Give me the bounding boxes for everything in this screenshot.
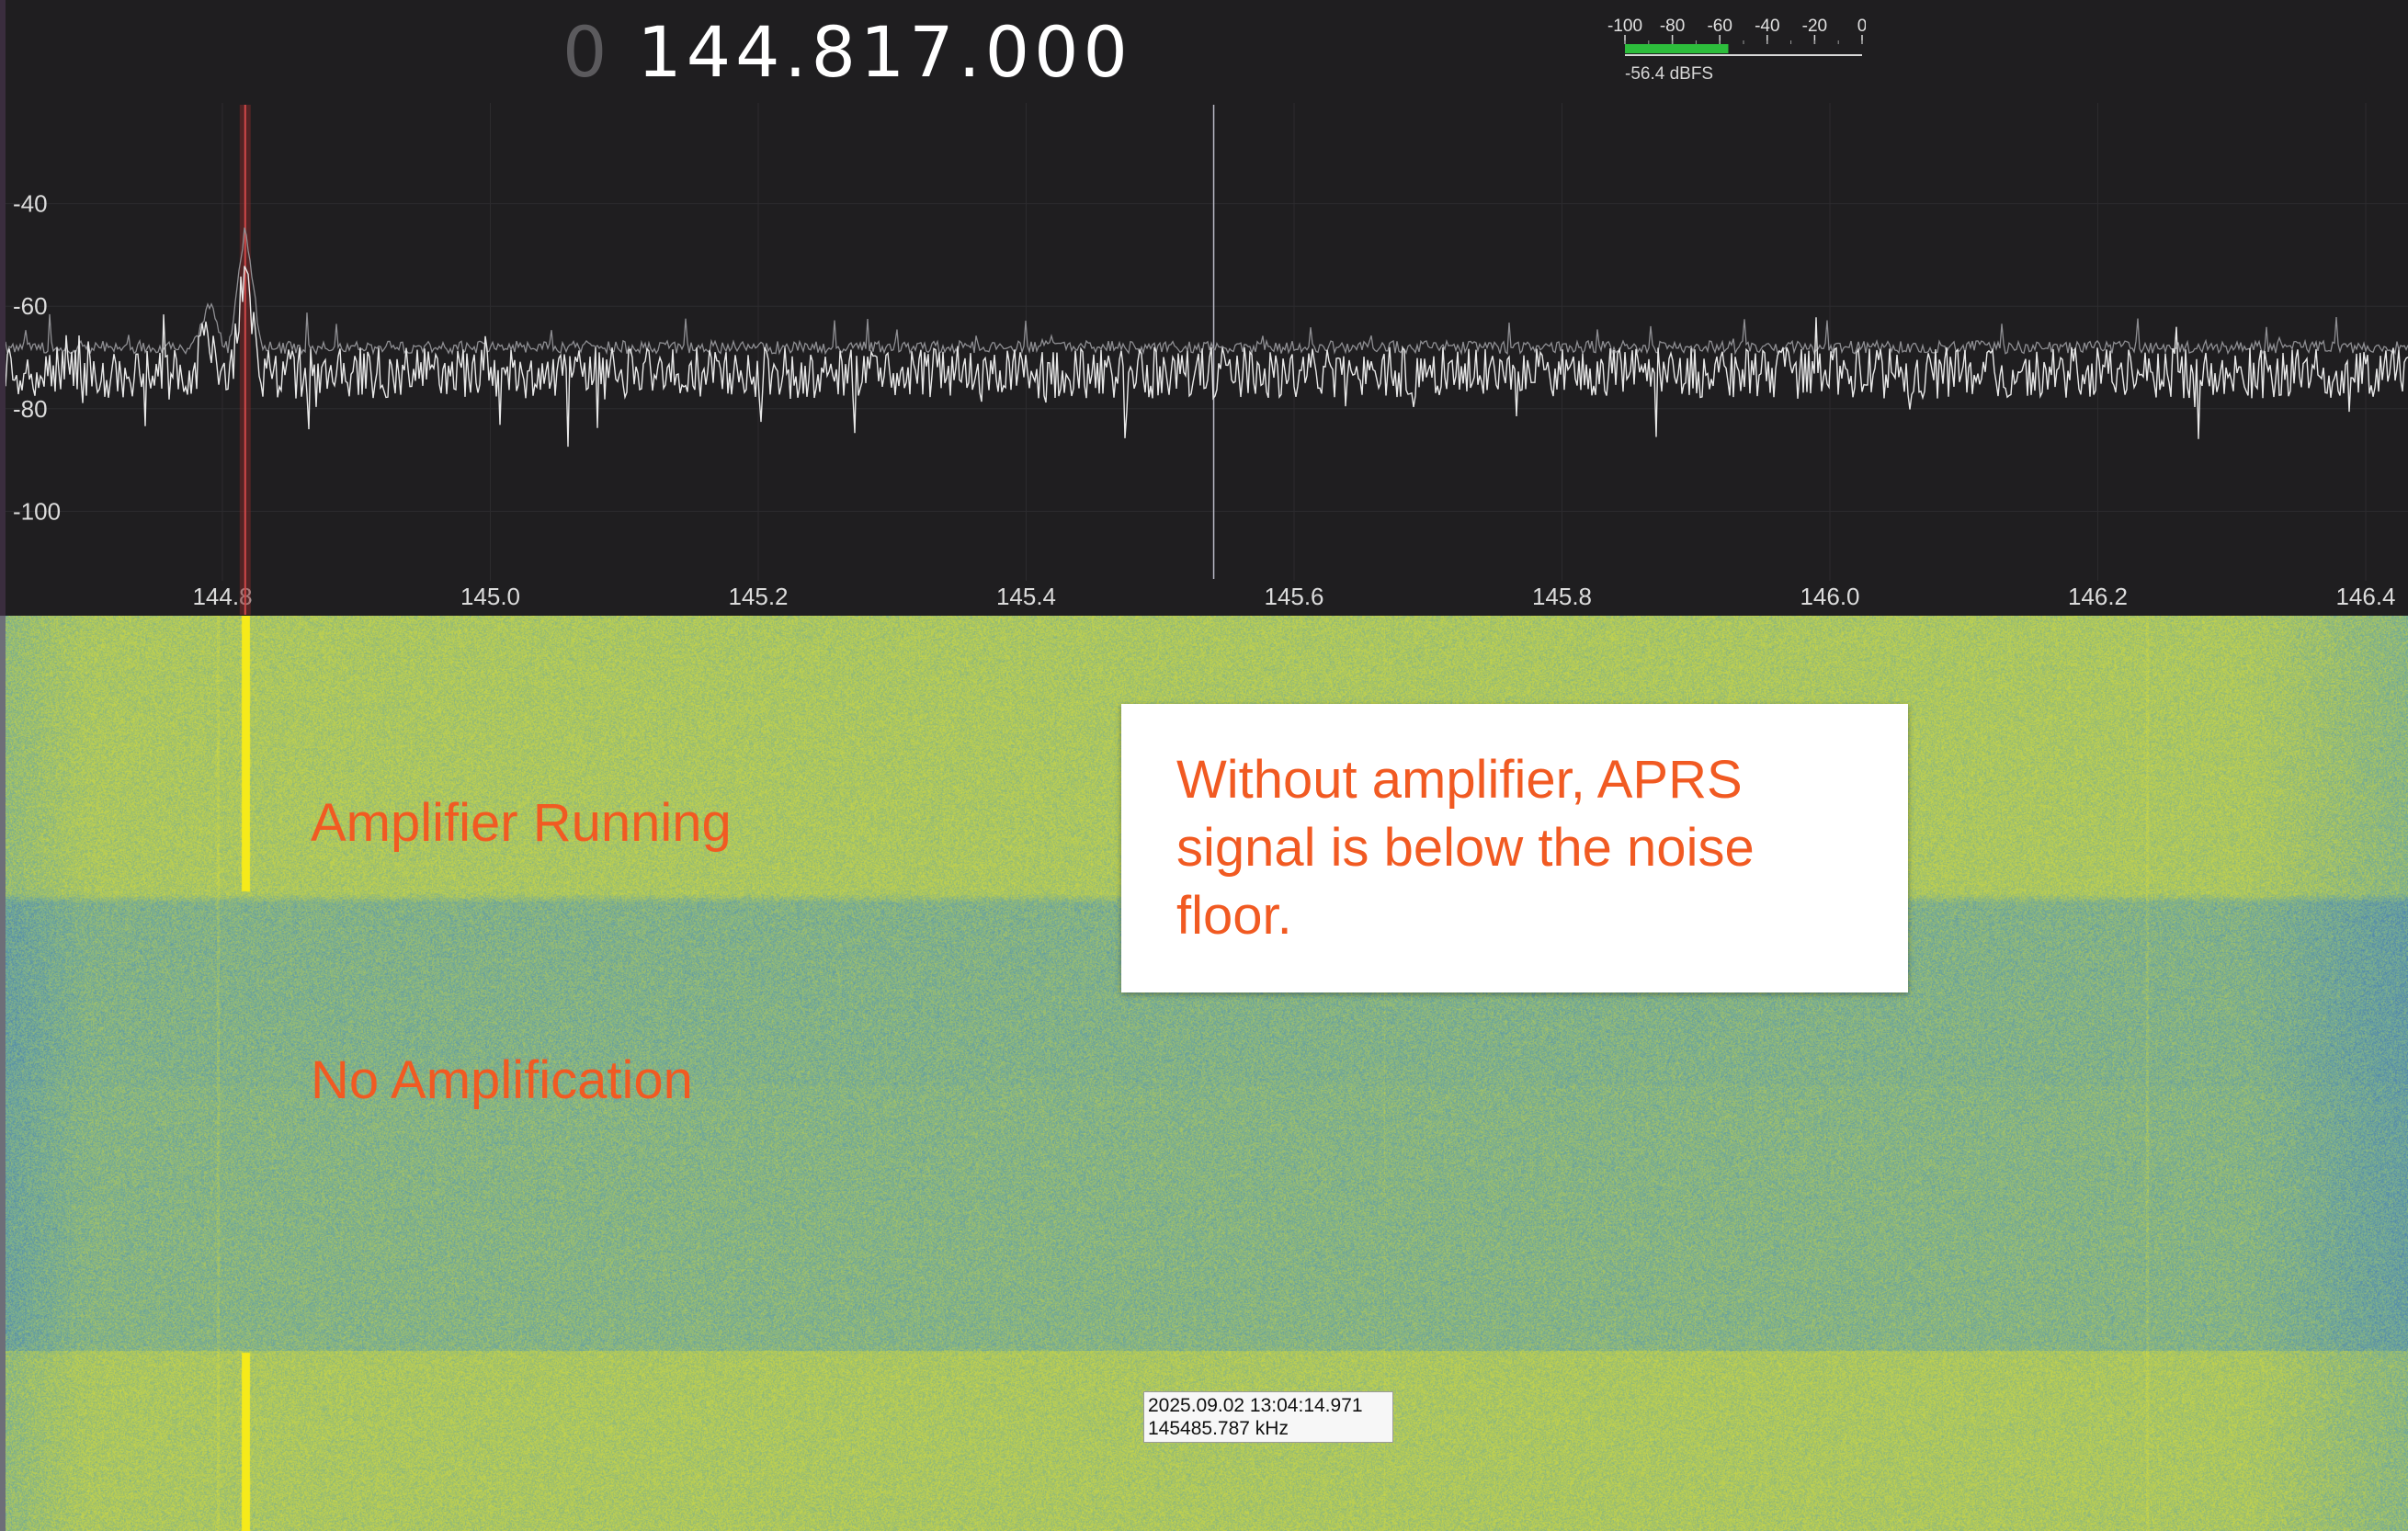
spectrum-plot[interactable]: -40 -60 -80 -100 144.8 145.0 145.2 145.4 145.6 14… (6, 103, 2408, 616)
level-meter-tick-label: -20 (1802, 17, 1827, 36)
annotation-note-text: Without amplifier, APRS signal is below … (1176, 750, 1755, 946)
frequency-lead-digit[interactable]: 0 (562, 10, 612, 93)
annotation-note-box: Without amplifier, APRS signal is below … (1121, 704, 1908, 992)
spectrum-x-tick-label: 145.2 (728, 583, 788, 610)
spectrum-y-tick-label: -60 (13, 292, 48, 320)
level-meter-tick-label: -40 (1755, 17, 1779, 36)
spectrum-x-tick-label: 146.4 (2335, 583, 2395, 610)
level-meter-tick-label: -80 (1660, 17, 1685, 36)
left-panel-edge-lower (0, 616, 6, 1531)
level-meter-tick-label: 0 (1857, 17, 1866, 36)
tooltip-frequency: 145485.787 kHz (1148, 1418, 1289, 1439)
level-meter-tick-label: -100 (1607, 17, 1642, 36)
frequency-header: 0 144.817.000 -100 -80 -60 -40 -20 0 -56.4 dB… (6, 0, 2408, 103)
spectrum-x-tick-label: 146.2 (2068, 583, 2128, 610)
annotation-amplifier-running: Amplifier Running (311, 793, 732, 853)
spectrum-y-tick-label: -100 (13, 497, 61, 525)
frequency-display[interactable]: 0 144.817.000 (562, 9, 1132, 94)
waterfall-tooltip: 2025.09.02 13:04:14.971 145485.787 kHz (1143, 1391, 1393, 1443)
spectrum-x-tick-label: 145.8 (1532, 583, 1592, 610)
spectrum-y-tick-label: -40 (13, 190, 48, 218)
spectrum-y-tick-label: -80 (13, 395, 48, 423)
spectrum-peak-hold-trace (6, 227, 2408, 356)
level-meter-scale: -100 -80 -60 -40 -20 0 (1607, 17, 1866, 56)
spectrum-x-tick-label: 145.0 (460, 583, 520, 610)
spectrum-x-tick-label: 145.4 (996, 583, 1056, 610)
tooltip-timestamp: 2025.09.02 13:04:14.971 (1148, 1395, 1363, 1416)
spectrum-x-tick-label: 145.6 (1264, 583, 1323, 610)
level-meter-readout: -56.4 dBFS (1625, 64, 1714, 84)
signal-level-meter: -100 -80 -60 -40 -20 0 -56.4 dBFS (1607, 13, 1866, 92)
level-meter-bar (1625, 44, 1729, 53)
spectrum-live-trace (6, 266, 2408, 448)
spectrum-x-tick-label: 146.0 (1800, 583, 1859, 610)
annotation-no-amplification: No Amplification (311, 1050, 693, 1110)
frequency-value[interactable]: 144.817.000 (637, 10, 1132, 93)
level-meter-tick-label: -60 (1707, 17, 1732, 36)
